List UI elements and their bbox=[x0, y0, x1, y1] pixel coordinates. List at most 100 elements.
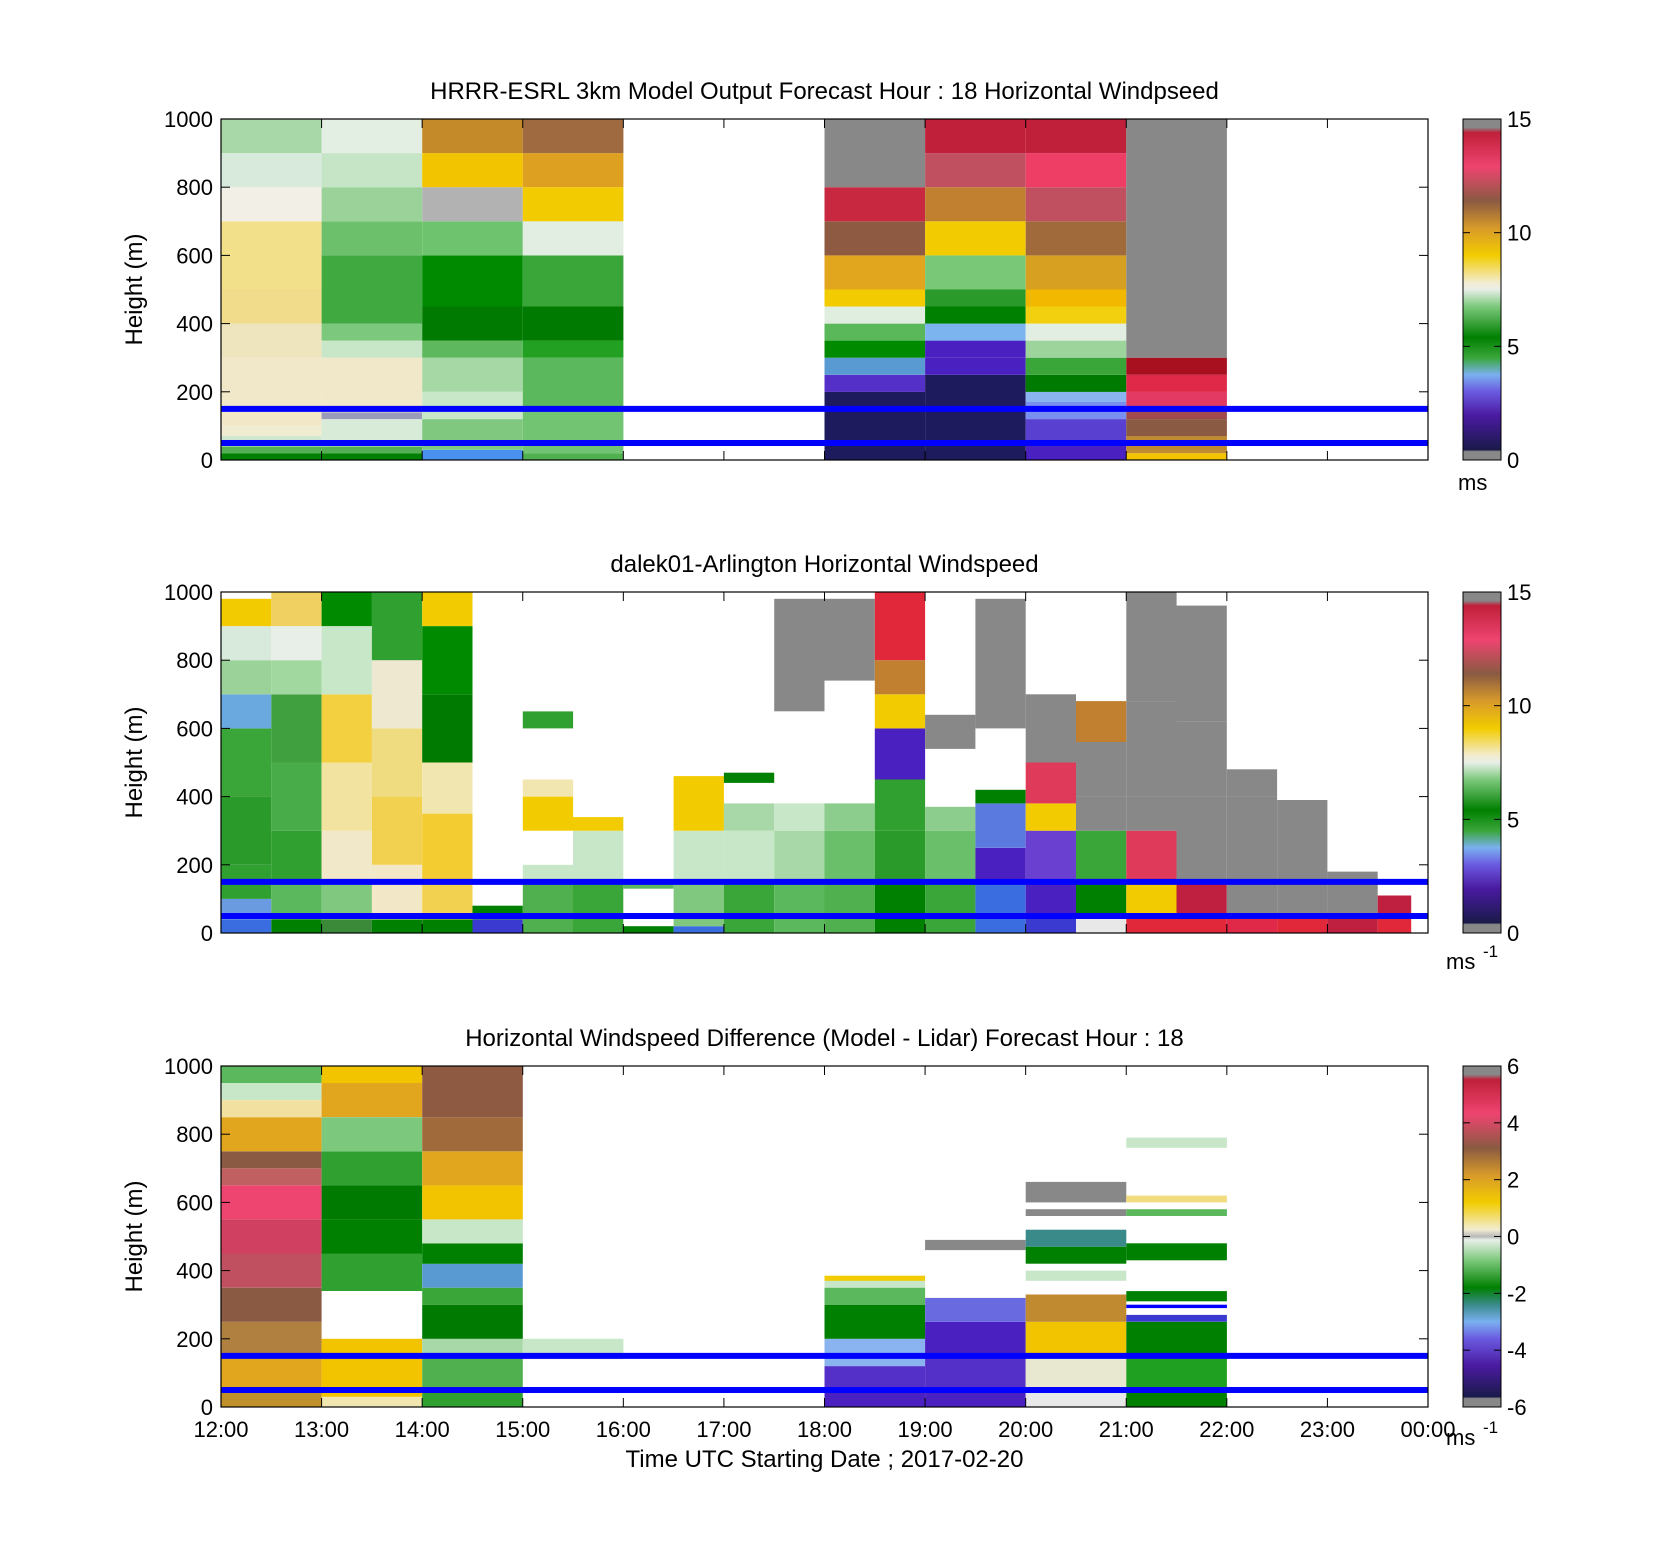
heatmap-cell bbox=[1076, 916, 1127, 933]
heatmap-cell bbox=[1126, 1195, 1227, 1203]
x-tick-label: 13:00 bbox=[294, 1417, 349, 1442]
colorbar: 0 5 10 15 ms bbox=[1458, 107, 1531, 495]
heatmap-cell bbox=[221, 357, 322, 399]
heatmap-cell bbox=[975, 789, 1026, 804]
colorbar-tick-label: 15 bbox=[1507, 107, 1531, 132]
y-tick-label: 800 bbox=[176, 648, 213, 673]
heatmap-cell bbox=[271, 919, 322, 933]
heatmap-cell bbox=[1025, 323, 1127, 341]
colorbar-tick-label: -4 bbox=[1507, 1338, 1527, 1363]
x-tick-label: 21:00 bbox=[1099, 1417, 1154, 1442]
heatmap-cell bbox=[1025, 419, 1127, 443]
colorbar-tick-label: 0 bbox=[1507, 1225, 1519, 1250]
heatmap-cell bbox=[774, 598, 825, 712]
heatmap-cell bbox=[221, 796, 272, 865]
colorbar-tick-label: 6 bbox=[1507, 1054, 1519, 1079]
heatmap-cell bbox=[824, 255, 926, 290]
heatmap-cell bbox=[422, 357, 523, 392]
heatmap-cell bbox=[824, 306, 926, 324]
heatmap-cell bbox=[321, 119, 423, 154]
heatmap-cell bbox=[975, 847, 1026, 882]
heatmap-cell bbox=[824, 1390, 926, 1407]
heatmap-cell bbox=[1126, 1137, 1227, 1148]
heatmap-cell bbox=[573, 881, 624, 933]
heatmap-cell bbox=[422, 1185, 523, 1220]
heatmap-cell bbox=[1176, 721, 1227, 797]
heatmap-cell bbox=[824, 340, 926, 358]
colorbar-unit: ms bbox=[1446, 949, 1475, 974]
heatmap-cell bbox=[925, 340, 1026, 358]
panel-2: 0 200 400 600 800 1000 dalek01-Arlington Horiz… bbox=[121, 551, 1531, 974]
heatmap-cell bbox=[1176, 916, 1227, 933]
heatmap-cell bbox=[925, 830, 976, 882]
heatmap-cell bbox=[874, 592, 926, 661]
colorbar: 0 5 10 15 ms -1 bbox=[1446, 580, 1531, 974]
heatmap-cell bbox=[221, 728, 272, 797]
heatmap-cell bbox=[1025, 694, 1076, 763]
heatmap-cell bbox=[422, 255, 523, 307]
heatmap-cell bbox=[422, 1355, 523, 1390]
colorbar-tick-label: 5 bbox=[1507, 334, 1519, 359]
heatmap-cell bbox=[422, 1066, 523, 1118]
heatmap-cells bbox=[221, 592, 1412, 933]
heatmap-cell bbox=[824, 1304, 926, 1339]
heatmap-cell bbox=[623, 926, 674, 933]
heatmap-cell bbox=[422, 187, 523, 222]
heatmap-cell bbox=[925, 289, 1026, 307]
panel-1: 0 200 400 600 800 1000 HRRR-ESRL 3km Model Out… bbox=[121, 78, 1531, 495]
heatmap-cell bbox=[1126, 1314, 1227, 1322]
colorbar-tick-label: 0 bbox=[1507, 921, 1519, 946]
heatmap-cell bbox=[321, 592, 372, 627]
heatmap-cell bbox=[673, 776, 724, 831]
heatmap-cell bbox=[1025, 1390, 1127, 1407]
heatmap-cell bbox=[1126, 453, 1227, 460]
heatmap-cell bbox=[321, 412, 423, 420]
heatmap-cell bbox=[271, 762, 322, 831]
heatmap-cell bbox=[221, 1168, 322, 1186]
heatmap-cell bbox=[925, 374, 1026, 461]
heatmap-cell bbox=[1126, 592, 1177, 702]
heatmap-cell bbox=[221, 453, 322, 460]
x-tick-label: 22:00 bbox=[1199, 1417, 1254, 1442]
x-tick-label: 16:00 bbox=[596, 1417, 651, 1442]
heatmap-cell bbox=[824, 357, 926, 375]
y-tick-label: 200 bbox=[176, 380, 213, 405]
heatmap-cell bbox=[1277, 800, 1328, 882]
y-tick-label: 1000 bbox=[164, 580, 213, 605]
heatmap-cell bbox=[221, 626, 272, 661]
heatmap-cell bbox=[321, 187, 423, 222]
heatmap-cell bbox=[824, 374, 926, 392]
heatmap-cell bbox=[1277, 881, 1328, 916]
heatmap-cell bbox=[1126, 1291, 1227, 1302]
heatmap-cell bbox=[925, 714, 976, 749]
heatmap-cell bbox=[925, 1321, 1026, 1356]
heatmap-cell bbox=[321, 221, 423, 256]
heatmap-cell bbox=[1126, 408, 1227, 420]
heatmap-cell bbox=[824, 1287, 926, 1305]
heatmap-cell bbox=[975, 881, 1026, 933]
heatmap-cell bbox=[371, 796, 423, 865]
heatmap-cell bbox=[522, 153, 624, 188]
colorbar-tick-label: 10 bbox=[1507, 221, 1531, 246]
heatmap-cell bbox=[925, 1239, 1026, 1251]
y-tick-label: 200 bbox=[176, 1327, 213, 1352]
heatmap-cell bbox=[1126, 881, 1177, 916]
heatmap-cell bbox=[824, 323, 926, 341]
heatmap-cell bbox=[1076, 881, 1127, 916]
y-tick-label: 200 bbox=[176, 853, 213, 878]
heatmap-cell bbox=[1025, 762, 1076, 804]
heatmap-cell bbox=[1025, 1229, 1127, 1247]
heatmap-cell bbox=[925, 1390, 1026, 1407]
heatmap-cell bbox=[422, 1219, 523, 1244]
heatmap-cell bbox=[925, 806, 976, 831]
heatmap-cell bbox=[673, 830, 724, 882]
heatmap-cell bbox=[925, 323, 1026, 341]
heatmap-cell bbox=[623, 881, 674, 889]
heatmap-cell bbox=[321, 446, 423, 454]
heatmap-cell bbox=[321, 340, 423, 358]
heatmap-cell bbox=[824, 1366, 926, 1390]
x-tick-label: 15:00 bbox=[495, 1417, 550, 1442]
y-axis-label: Height (m) bbox=[121, 706, 148, 818]
x-tick-label: 17:00 bbox=[696, 1417, 751, 1442]
heatmap-cell bbox=[874, 660, 926, 695]
